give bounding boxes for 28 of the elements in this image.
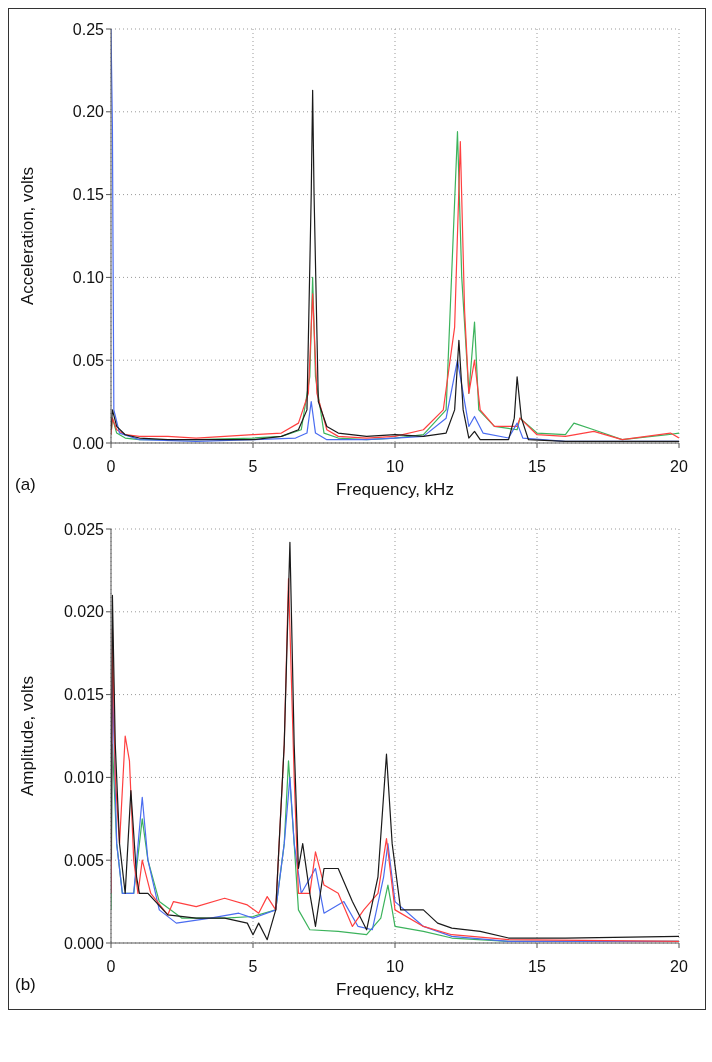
x-tick-label: 5 bbox=[248, 458, 258, 475]
text: (a) bbox=[15, 475, 36, 495]
y-tick-label: 0.005 bbox=[63, 851, 105, 869]
x-axis-title: Frequency, kHz bbox=[336, 980, 454, 999]
y-tick-label: 0.15 bbox=[72, 186, 105, 204]
x-axis-title: Frequency, kHz bbox=[336, 480, 454, 499]
x-tick-label: 0 bbox=[106, 958, 116, 975]
y-tick-label: 0.020 bbox=[63, 603, 105, 621]
x-tick-label: 20 bbox=[670, 458, 688, 475]
x-tick-label: 5 bbox=[248, 958, 258, 975]
y-tick-label: 0.10 bbox=[72, 269, 105, 287]
y-tick-label: 0.010 bbox=[63, 769, 105, 787]
y-tick-label: 0.05 bbox=[72, 351, 105, 369]
x-tick-label: 10 bbox=[386, 958, 404, 975]
text: (b) bbox=[15, 975, 36, 995]
x-tick-label: 20 bbox=[670, 958, 688, 975]
y-tick-label: 0.025 bbox=[63, 520, 105, 538]
x-tick-label: 0 bbox=[106, 458, 116, 475]
y-axis-title: Amplitude, volts bbox=[18, 676, 38, 796]
y-tick-label: 0.015 bbox=[63, 686, 105, 704]
y-tick-label: 0.000 bbox=[63, 934, 105, 952]
y-tick-label: 0.00 bbox=[72, 434, 105, 452]
x-tick-label: 15 bbox=[528, 458, 546, 475]
x-tick-label: 10 bbox=[386, 458, 404, 475]
y-axis-title: Acceleration, volts bbox=[18, 167, 38, 305]
x-tick-label: 15 bbox=[528, 958, 546, 975]
y-tick-label: 0.25 bbox=[72, 20, 105, 38]
y-tick-label: 0.20 bbox=[72, 103, 105, 121]
